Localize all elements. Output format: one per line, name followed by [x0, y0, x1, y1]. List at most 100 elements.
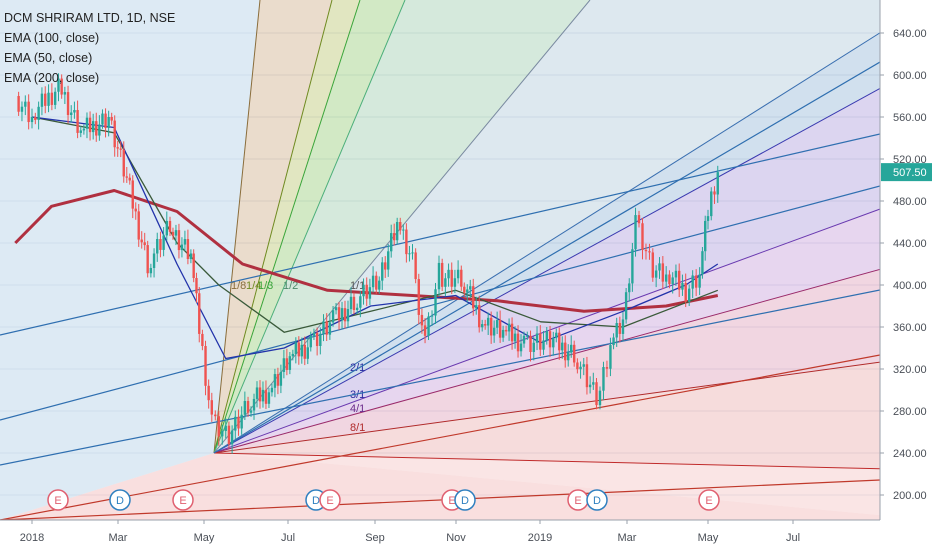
- indicator-ema-200[interactable]: EMA (200, close): [4, 71, 100, 85]
- candle-body: [392, 233, 396, 241]
- candle-body: [183, 239, 187, 245]
- candle-body: [282, 358, 286, 372]
- candle-body: [40, 93, 44, 107]
- candle-body: [146, 245, 149, 274]
- gann-fan-line: [213, 452, 880, 470]
- candle-body: [664, 274, 668, 282]
- candle-body: [240, 414, 243, 429]
- candle-body: [661, 263, 665, 282]
- candle-body: [592, 382, 595, 385]
- earnings-marker[interactable]: E: [47, 489, 69, 511]
- candle-body: [628, 283, 631, 293]
- time-axis-label: Sep: [365, 532, 385, 544]
- candle-body: [273, 374, 277, 388]
- gann-fan-band: [0, 0, 260, 520]
- candle-body: [73, 110, 76, 113]
- earnings-marker[interactable]: E: [567, 489, 589, 511]
- dividend-marker[interactable]: D: [586, 489, 608, 511]
- candle-body: [359, 296, 362, 308]
- candle-body: [576, 362, 579, 370]
- candle-body: [411, 252, 414, 254]
- candle-body: [306, 347, 309, 359]
- candle-body: [315, 332, 319, 346]
- price-axis-label: 560.00: [893, 112, 927, 124]
- candle-body: [261, 389, 265, 402]
- candle-body: [303, 344, 306, 359]
- candle-body: [716, 172, 719, 195]
- indicator-ema-100[interactable]: EMA (100, close): [4, 31, 100, 45]
- candle-body: [76, 110, 79, 133]
- candle-body: [588, 384, 592, 388]
- candle-body: [17, 96, 20, 112]
- candle-body: [456, 269, 460, 279]
- candle-body: [177, 230, 181, 251]
- candle-body: [140, 239, 143, 243]
- candle-body: [698, 274, 701, 288]
- candle-body: [510, 323, 514, 342]
- candle-body: [417, 279, 420, 315]
- price-axis-label: 320.00: [893, 364, 927, 376]
- candle-body: [27, 101, 30, 123]
- candle-body: [453, 278, 457, 287]
- candle-body: [552, 338, 555, 348]
- earnings-marker[interactable]: E: [172, 489, 194, 511]
- gann-fan-label: 8/1: [350, 422, 365, 434]
- gann-fan-line: [213, 0, 406, 454]
- candle-body: [131, 180, 134, 209]
- event-marker-circle: [47, 489, 69, 511]
- candle-body: [381, 262, 384, 281]
- candle-body: [192, 253, 195, 278]
- event-marker-label: D: [116, 495, 124, 507]
- candle-body: [440, 262, 444, 287]
- candle-body: [384, 262, 387, 270]
- candle-body: [50, 92, 54, 105]
- candle-body: [221, 431, 224, 437]
- event-marker-circle: [454, 489, 476, 511]
- candle-body: [156, 239, 159, 254]
- candle-body: [79, 130, 82, 133]
- candle-body: [270, 387, 274, 393]
- candles: [17, 73, 719, 454]
- earnings-marker[interactable]: E: [319, 489, 341, 511]
- candle-body: [555, 332, 558, 339]
- candle-body: [658, 263, 661, 271]
- candle-body: [558, 332, 561, 351]
- candle-body: [519, 343, 523, 352]
- event-marker-label: D: [312, 495, 320, 507]
- candle-body: [362, 284, 365, 297]
- gann-fan-label: 3/1: [350, 389, 365, 401]
- candle-body: [513, 333, 517, 342]
- price-axis-label: 280.00: [893, 406, 927, 418]
- candle-body: [85, 117, 89, 129]
- candle-body: [44, 93, 47, 106]
- candle-body: [582, 364, 585, 367]
- candle-body: [668, 274, 671, 285]
- candle-body: [420, 314, 424, 326]
- time-axis-label: May: [194, 532, 215, 544]
- dividend-marker[interactable]: D: [454, 489, 476, 511]
- event-marker-circle: [109, 489, 131, 511]
- candle-body: [595, 382, 598, 406]
- candle-body: [399, 222, 402, 231]
- candle-body: [171, 231, 175, 236]
- trend-line: [0, 289, 880, 466]
- gann-fan-label: 4/1: [350, 403, 365, 415]
- candle-body: [143, 242, 146, 246]
- candle-body: [331, 310, 335, 323]
- candle-body: [561, 342, 564, 351]
- candle-body: [612, 337, 615, 346]
- candle-body: [255, 387, 259, 399]
- candle-body: [276, 374, 280, 386]
- candle-body: [291, 353, 295, 357]
- indicator-ema-50[interactable]: EMA (50, close): [4, 51, 93, 65]
- candle-body: [469, 286, 472, 290]
- trend-line: [0, 354, 880, 520]
- dividend-marker[interactable]: D: [109, 489, 131, 511]
- earnings-marker[interactable]: E: [698, 489, 720, 511]
- price-axis-label: 360.00: [893, 322, 927, 334]
- candle-body: [104, 113, 107, 128]
- candle-body: [214, 414, 217, 417]
- candle-body: [312, 332, 316, 336]
- candle-body: [217, 416, 220, 437]
